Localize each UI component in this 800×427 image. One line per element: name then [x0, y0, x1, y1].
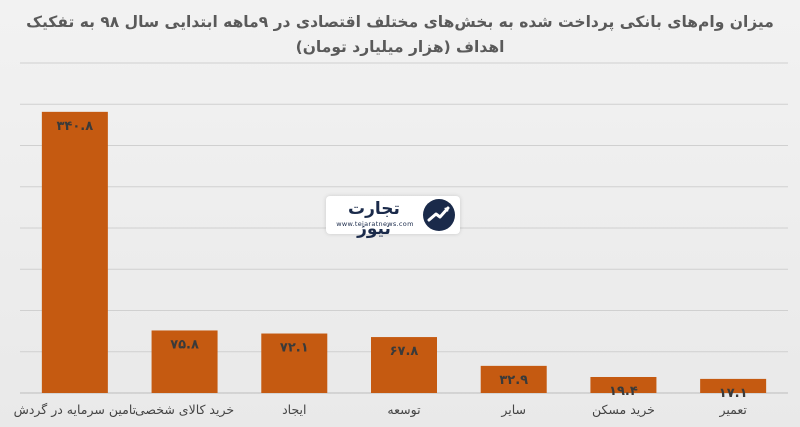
tejarat-logo-icon	[423, 199, 455, 231]
bar-value-label: ۳۴۰.۸	[57, 119, 94, 134]
bar	[41, 111, 108, 393]
watermark-url: www.tejaratnews.com	[336, 220, 414, 228]
chart-title: میزان وام‌های بانکی پرداخت شده به بخش‌ها…	[0, 10, 800, 60]
watermark-name: تجارت نیوز	[348, 199, 400, 239]
category-label: ایجاد	[282, 402, 306, 417]
bar	[480, 365, 547, 393]
chart-title-line2: اهداف (هزار میلیارد تومان)	[295, 38, 505, 56]
bar-value-label: ۳۲.۹	[499, 373, 528, 388]
category-label: خرید مسکن	[592, 402, 655, 418]
bar	[261, 333, 328, 393]
bar	[590, 376, 657, 393]
category-label: تامین سرمایه در گردش	[14, 402, 137, 418]
bar-value-label: ۶۷.۸	[390, 344, 419, 359]
category-label: خرید کالای شخصی	[135, 402, 234, 418]
chart-title-line1: میزان وام‌های بانکی پرداخت شده به بخش‌ها…	[26, 13, 774, 31]
bar-value-label: ۷۵.۸	[170, 337, 199, 352]
bar-value-label: ۷۲.۱	[280, 341, 309, 356]
bar	[371, 337, 437, 393]
category-label: توسعه	[387, 402, 421, 418]
bar	[700, 378, 767, 393]
category-label: تعمیر	[718, 402, 747, 418]
bar-value-label: ۱۷.۱	[719, 386, 748, 401]
watermark-logo-box: تجارت نیوز www.tejaratnews.com	[326, 196, 460, 239]
category-label: سایر	[500, 402, 526, 418]
bar-value-label: ۱۹.۴	[609, 384, 638, 399]
bar	[151, 330, 218, 393]
